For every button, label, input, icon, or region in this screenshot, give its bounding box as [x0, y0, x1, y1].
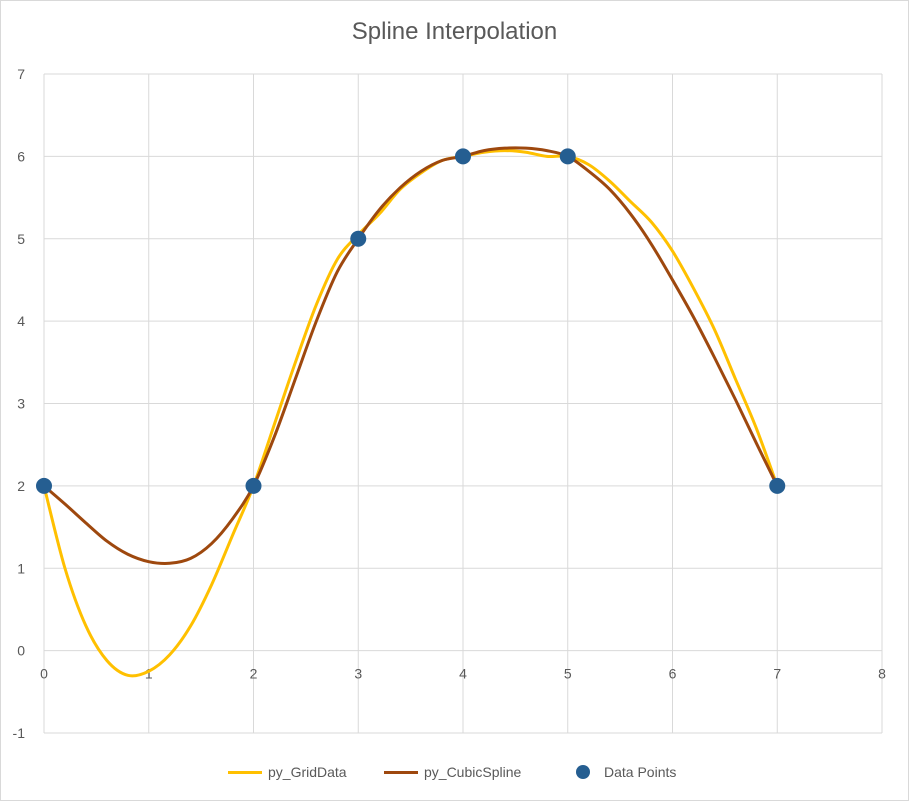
legend-swatch-cubicspline	[384, 770, 418, 774]
y-tick-label: 5	[17, 231, 25, 247]
legend-label-cubicspline: py_CubicSpline	[424, 764, 522, 780]
legend-swatch-datapoints	[576, 765, 590, 779]
x-tick-label: 3	[354, 666, 362, 682]
y-tick-label: 7	[17, 66, 25, 82]
legend-label-datapoints: Data Points	[604, 764, 677, 780]
legend-item-datapoints[interactable]: Data Points	[570, 760, 676, 784]
data-point-data-points	[769, 477, 786, 494]
x-tick-label: 1	[145, 666, 153, 682]
gridlines	[43, 73, 883, 734]
data-point-data-points	[559, 148, 576, 165]
x-tick-label: 4	[459, 666, 467, 682]
x-tick-label: 6	[669, 666, 677, 682]
legend-swatch-griddata	[228, 770, 262, 774]
x-tick-label: 2	[250, 666, 258, 682]
y-tick-label: 0	[17, 643, 25, 659]
legend-item-griddata[interactable]: py_GridData	[228, 760, 347, 784]
data-point-data-points	[350, 230, 367, 247]
series-line-py-cubicspline	[42, 146, 779, 565]
series-line-py-griddata	[42, 149, 779, 678]
y-tick-label: 2	[17, 478, 25, 494]
legend-label-griddata: py_GridData	[268, 764, 347, 780]
x-tick-label: 8	[878, 666, 886, 682]
chart-title: Spline Interpolation	[351, 18, 558, 45]
y-tick-label: 3	[17, 396, 25, 412]
x-tick-label: 5	[564, 666, 572, 682]
y-tick-label: 1	[17, 560, 25, 576]
x-tick-label: 0	[40, 666, 48, 682]
x-axis-ticks: 0 1 2 3 4 5 6 7 8	[40, 666, 886, 682]
series-group	[36, 146, 786, 678]
data-point-data-points	[455, 148, 471, 165]
data-point-data-points	[36, 477, 52, 494]
data-point-data-points	[245, 477, 262, 494]
y-tick-label: -1	[13, 725, 26, 741]
legend-item-cubicspline[interactable]: py_CubicSpline	[384, 760, 521, 784]
y-tick-label: 6	[17, 148, 25, 164]
legend: py_GridData py_CubicSpline Data Points	[0, 760, 909, 784]
x-tick-label: 7	[773, 666, 781, 682]
y-axis-ticks: -1 0 1 2 3 4 5 6 7	[13, 66, 26, 741]
y-tick-label: 4	[17, 313, 25, 329]
